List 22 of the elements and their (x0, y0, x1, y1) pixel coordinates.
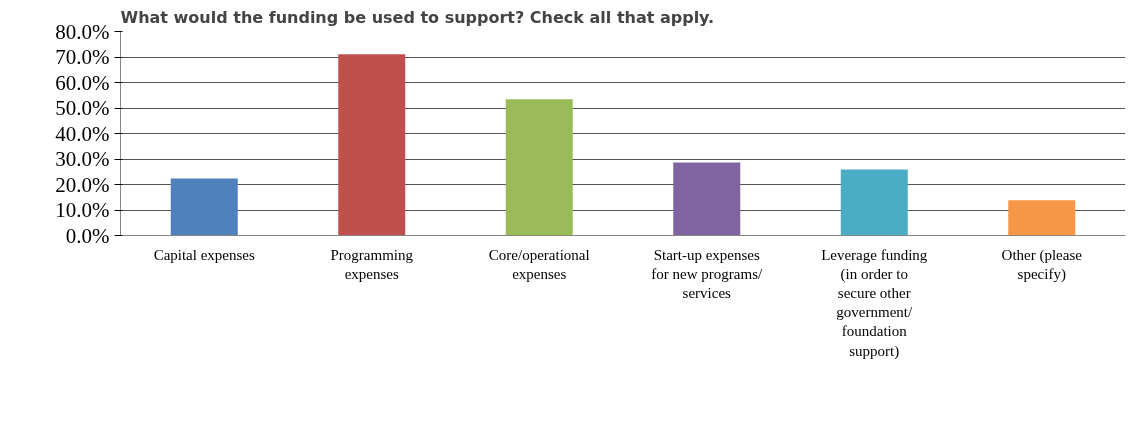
bar (505, 99, 573, 236)
x-tick-label: Other (please specify) (1001, 246, 1083, 283)
bar (338, 54, 406, 236)
x-tick-label: Start-up expenses for new programs/ services (651, 246, 763, 301)
x-tick-label: Programming expenses (330, 246, 414, 282)
x-tick-label: Leverage funding (in order to secure other government/ foundation support) (821, 246, 928, 360)
y-tick-label: 20.0% (55, 172, 110, 197)
y-tick-label: 50.0% (55, 96, 110, 120)
chart-title: What would the funding be used to support? Check all that apply. (120, 7, 715, 27)
y-tick-label: 10.0% (55, 198, 110, 222)
bar (840, 169, 908, 236)
bar (673, 162, 741, 236)
y-tick-label: 80.0% (55, 19, 110, 44)
y-tick-label: 70.0% (55, 45, 110, 69)
y-tick-label: 60.0% (55, 70, 110, 95)
y-tick-label: 30.0% (55, 147, 110, 171)
y-tick-label: 0.0% (65, 223, 110, 248)
bar (1008, 200, 1076, 236)
bar (170, 178, 238, 236)
y-tick-label: 40.0% (55, 121, 110, 146)
x-tick-label: Core/operational expenses (488, 246, 590, 282)
x-tick-label: Capital expenses (153, 246, 256, 263)
